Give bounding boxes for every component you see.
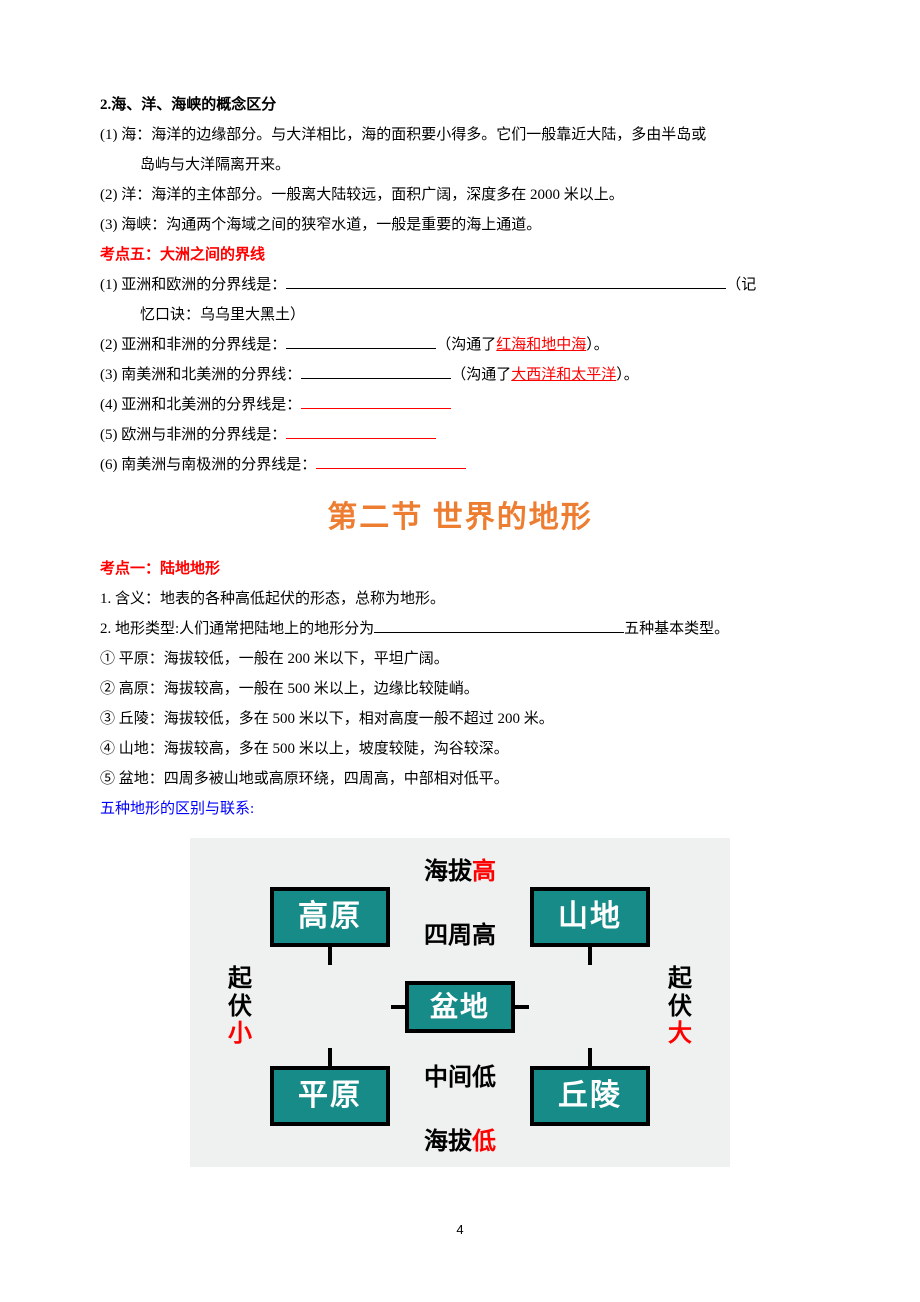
k5-i1-tail: （记 — [726, 277, 756, 293]
k5-i3-b: （沟通了 — [451, 367, 511, 383]
heading-k1: 考点一：陆地地形 — [100, 554, 820, 584]
k1-t3: ③ 丘陵：海拔较低，多在 500 米以下，相对高度一般不超过 200 米。 — [100, 704, 820, 734]
connector — [588, 1048, 592, 1066]
node-shandi: 山地 — [530, 887, 650, 947]
k1-link: 五种地形的区别与联系: — [100, 794, 820, 824]
k1-i2-a: 2. 地形类型:人们通常把陆地上的地形分为 — [100, 621, 374, 637]
k5-item6: (6) 南美洲与南极洲的分界线是： — [100, 450, 820, 480]
k5-item3: (3) 南美洲和北美洲的分界线： （沟通了大西洋和太平洋）。 — [100, 360, 820, 390]
lbl-fu2: 伏 — [650, 993, 710, 1021]
blank-fill[interactable] — [301, 393, 451, 410]
k5-item4: (4) 亚洲和北美洲的分界线是： — [100, 390, 820, 420]
blank-fill[interactable] — [286, 423, 436, 440]
blank-fill[interactable] — [286, 273, 726, 290]
lbl-hb: 海拔 — [424, 858, 472, 885]
sec2-item3: (3) 海峡：沟通两个海域之间的狭窄水道，一般是重要的海上通道。 — [100, 210, 820, 240]
lbl-fu: 伏 — [210, 993, 270, 1021]
label-zhongjiandi: 中间低 — [390, 1062, 530, 1093]
k5-i4-a: (4) 亚洲和北美洲的分界线是： — [100, 397, 301, 413]
k5-i2-redtext: 红海和地中海 — [496, 337, 586, 353]
k5-i3-redtext: 大西洋和太平洋 — [511, 367, 616, 383]
k1-i2-b: 五种基本类型。 — [624, 621, 729, 637]
k5-i3-d: ）。 — [616, 367, 639, 383]
blank-fill[interactable] — [316, 453, 466, 470]
k5-i2-a: (2) 亚洲和非洲的分界线是： — [100, 337, 286, 353]
label-sizhougao: 四周高 — [390, 920, 530, 951]
k5-item2: (2) 亚洲和非洲的分界线是： （沟通了红海和地中海）。 — [100, 330, 820, 360]
connector — [328, 1048, 332, 1066]
k5-i1-text: (1) 亚洲和欧洲的分界线是： — [100, 277, 286, 293]
blank-fill[interactable] — [374, 617, 624, 634]
k5-i2-d: ）。 — [586, 337, 609, 353]
k1-t5: ⑤ 盆地：四周多被山地或高原环绕，四周高，中部相对低平。 — [100, 764, 820, 794]
connector — [328, 947, 332, 965]
sec2-item1-line1: (1) 海：海洋的边缘部分。与大洋相比，海的面积要小得多。它们一般靠近大陆，多由… — [100, 120, 820, 150]
connector — [391, 1005, 405, 1009]
section-title: 第二节 世界的地形 — [100, 488, 820, 548]
node-pingyuan: 平原 — [270, 1066, 390, 1126]
k1-t2: ② 高原：海拔较高，一般在 500 米以上，边缘比较陡峭。 — [100, 674, 820, 704]
k5-i3-a: (3) 南美洲和北美洲的分界线： — [100, 367, 301, 383]
blank-fill[interactable] — [301, 363, 451, 380]
k1-i2: 2. 地形类型:人们通常把陆地上的地形分为 五种基本类型。 — [100, 614, 820, 644]
k1-t1: ① 平原：海拔较低，一般在 200 米以下，平坦广阔。 — [100, 644, 820, 674]
k5-i5-a: (5) 欧洲与非洲的分界线是： — [100, 427, 286, 443]
connector — [588, 947, 592, 965]
lbl-da: 大 — [650, 1020, 710, 1048]
sec2-item1-line2: 岛屿与大洋隔离开来。 — [100, 150, 820, 180]
node-gaoyuan: 高原 — [270, 887, 390, 947]
label-haiba-di: 海拔低 — [390, 1126, 530, 1157]
heading-concepts: 2.海、洋、海峡的概念区分 — [100, 90, 820, 120]
k5-item1: (1) 亚洲和欧洲的分界线是： （记 — [100, 270, 820, 300]
k1-i1: 1. 含义：地表的各种高低起伏的形态，总称为地形。 — [100, 584, 820, 614]
k5-i2-b: （沟通了 — [436, 337, 496, 353]
k5-item5: (5) 欧洲与非洲的分界线是： — [100, 420, 820, 450]
label-qifu-xiao: 起 伏 小 — [210, 965, 270, 1048]
page-number: 4 — [100, 1217, 820, 1243]
node-pendi: 盆地 — [405, 981, 515, 1033]
lbl-qi: 起 — [210, 965, 270, 993]
lbl-qi2: 起 — [650, 965, 710, 993]
blank-fill[interactable] — [286, 333, 436, 350]
k5-i6-a: (6) 南美洲与南极洲的分界线是： — [100, 457, 316, 473]
lbl-xiao: 小 — [210, 1020, 270, 1048]
lbl-gao: 高 — [472, 858, 496, 885]
sec2-item2: (2) 洋：海洋的主体部分。一般离大陆较远，面积广阔，深度多在 2000 米以上… — [100, 180, 820, 210]
terrain-diagram: 海拔高 高原 四周高 山地 起 伏 小 盆地 起 伏 — [190, 838, 730, 1167]
heading-k5: 考点五：大洲之间的界线 — [100, 240, 820, 270]
lbl-di: 低 — [472, 1128, 496, 1155]
k1-t4: ④ 山地：海拔较高，多在 500 米以上，坡度较陡，沟谷较深。 — [100, 734, 820, 764]
lbl-hb2: 海拔 — [424, 1128, 472, 1155]
label-qifu-da: 起 伏 大 — [650, 965, 710, 1048]
k5-item1-cont: 忆口诀：乌乌里大黑土） — [100, 300, 820, 330]
label-haiba-gao: 海拔高 — [390, 856, 530, 887]
node-qiuling: 丘陵 — [530, 1066, 650, 1126]
connector — [515, 1005, 529, 1009]
